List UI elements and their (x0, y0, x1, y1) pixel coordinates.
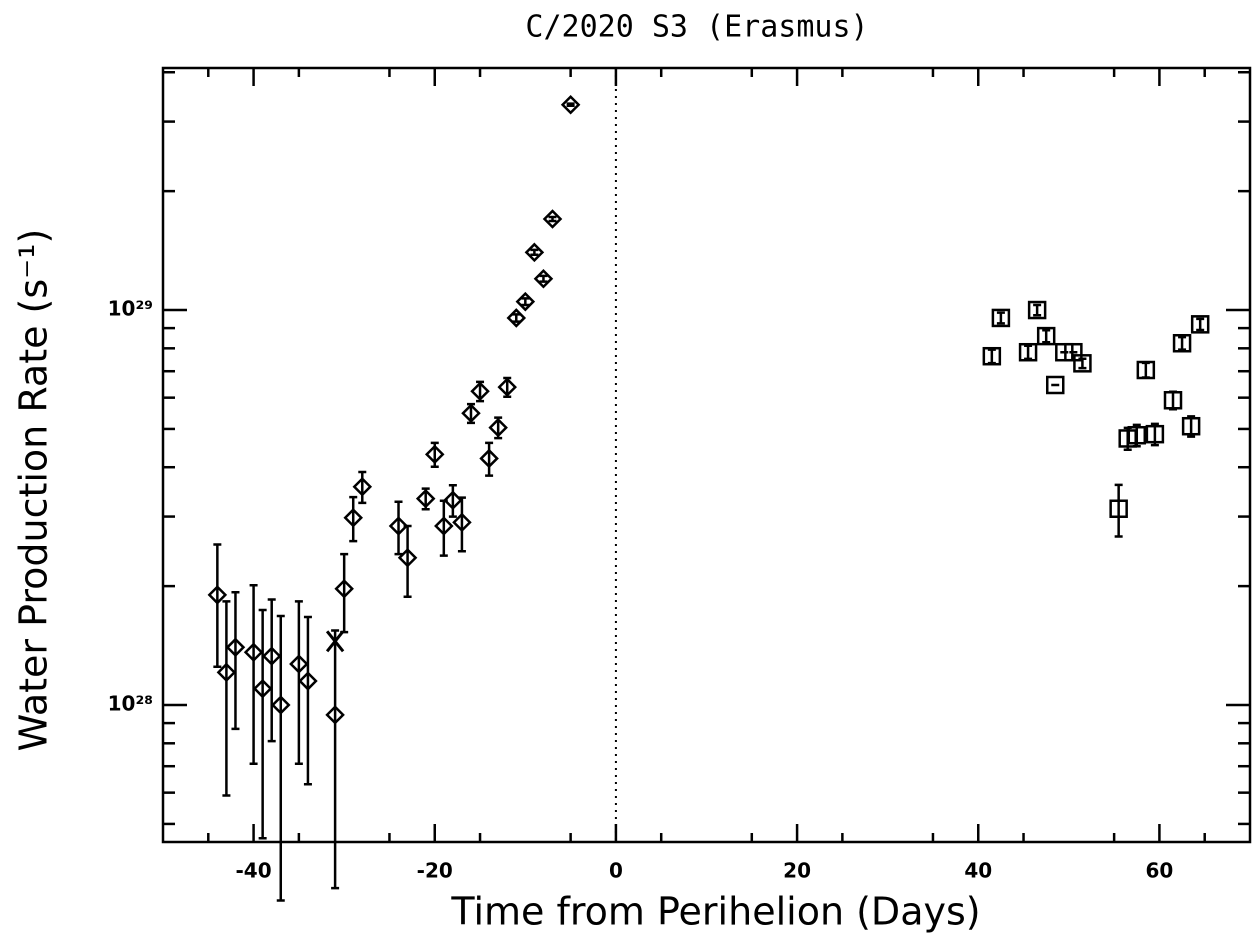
error-bar (394, 500, 403, 556)
error-bar (403, 524, 412, 598)
error-bar (1033, 303, 1042, 317)
diamond-marker (325, 705, 345, 725)
diamond-marker (479, 448, 499, 469)
error-bar (249, 584, 258, 766)
diamond-marker (461, 403, 481, 423)
error-bar (267, 598, 276, 743)
square-marker (1036, 326, 1056, 346)
diamond-marker (270, 695, 291, 715)
error-bar (1196, 317, 1205, 332)
x-tick-label: 20 (783, 859, 811, 883)
diamond-marker (515, 291, 536, 312)
square-marker (991, 308, 1011, 328)
error-bar (231, 590, 240, 731)
y-tick-label: 10²⁸ (108, 692, 153, 716)
error-bar (439, 499, 448, 557)
x-tick-label: 40 (964, 859, 992, 883)
y-tick-label: 10²⁹ (108, 297, 153, 321)
error-bar (987, 348, 996, 365)
diamond-marker (261, 646, 282, 666)
error-bar (539, 274, 548, 283)
error-bar (448, 484, 457, 518)
diamond-marker (388, 516, 409, 536)
error-bar (521, 297, 530, 307)
square-marker (1127, 425, 1147, 445)
square-marker (1145, 424, 1165, 444)
error-bar (294, 600, 303, 766)
plot-frame (161, 66, 1252, 844)
square-marker (1136, 360, 1156, 380)
error-bar (276, 614, 285, 902)
error-bar (512, 313, 521, 323)
error-bar (358, 470, 367, 505)
square-marker (1027, 300, 1047, 320)
error-bar (303, 615, 312, 786)
diamond-marker (216, 662, 237, 683)
error-bar (1042, 328, 1051, 344)
diamond-marker (470, 381, 490, 401)
diamond-marker (243, 642, 264, 663)
error-bar (213, 543, 222, 668)
diamond-marker (207, 585, 228, 605)
square-marker (1073, 354, 1092, 373)
error-bar (1169, 390, 1177, 411)
error-bar (566, 102, 575, 108)
diamond-marker (506, 308, 527, 328)
diamond-marker (524, 242, 545, 263)
diamond-marker (343, 507, 363, 528)
error-bar (1024, 344, 1033, 361)
error-bar (548, 215, 557, 223)
error-bar (457, 496, 466, 553)
square-marker (1181, 416, 1201, 436)
x-marker (325, 630, 345, 653)
x-tick-label: -40 (236, 859, 272, 883)
error-bar (258, 608, 267, 840)
square-marker (1190, 315, 1210, 334)
diamond-marker (415, 488, 436, 509)
diamond-marker (560, 94, 581, 115)
chart-title: C/2020 S3 (Erasmus) (525, 10, 868, 45)
diamond-marker (225, 637, 246, 658)
diamond-marker (452, 512, 472, 533)
x-tick-label: 0 (609, 859, 623, 883)
diamond-marker (252, 678, 273, 699)
diamond-marker (334, 578, 354, 599)
error-bar (996, 311, 1005, 325)
square-marker (1045, 375, 1065, 395)
error-bar (530, 248, 539, 257)
error-bar (331, 629, 340, 890)
diamond-marker (424, 444, 445, 465)
square-marker (1018, 342, 1038, 362)
square-marker (1109, 499, 1128, 518)
error-bar (1141, 361, 1150, 379)
diamond-marker (298, 671, 318, 691)
y-axis-label: Water Production Rate (s⁻¹) (12, 229, 56, 752)
error-bar (485, 441, 494, 477)
error-bar (222, 600, 231, 797)
x-tick-label: -20 (417, 859, 453, 883)
diamond-marker (533, 268, 554, 289)
diamond-marker (542, 209, 563, 229)
diamond-marker (289, 654, 309, 674)
error-bar (1178, 335, 1187, 351)
x-tick-label: 60 (1145, 859, 1173, 883)
diamond-marker (488, 417, 508, 438)
diamond-marker (497, 377, 517, 397)
error-bar (349, 495, 358, 543)
x-axis-label: Time from Perihelion (Days) (450, 890, 980, 934)
diamond-marker (352, 476, 373, 497)
square-marker (1172, 333, 1192, 353)
diamond-marker (397, 547, 418, 568)
diamond-marker (434, 516, 454, 536)
error-bar (1114, 483, 1123, 538)
square-marker (982, 346, 1002, 366)
square-marker (1163, 391, 1183, 410)
error-bar (1078, 357, 1087, 370)
